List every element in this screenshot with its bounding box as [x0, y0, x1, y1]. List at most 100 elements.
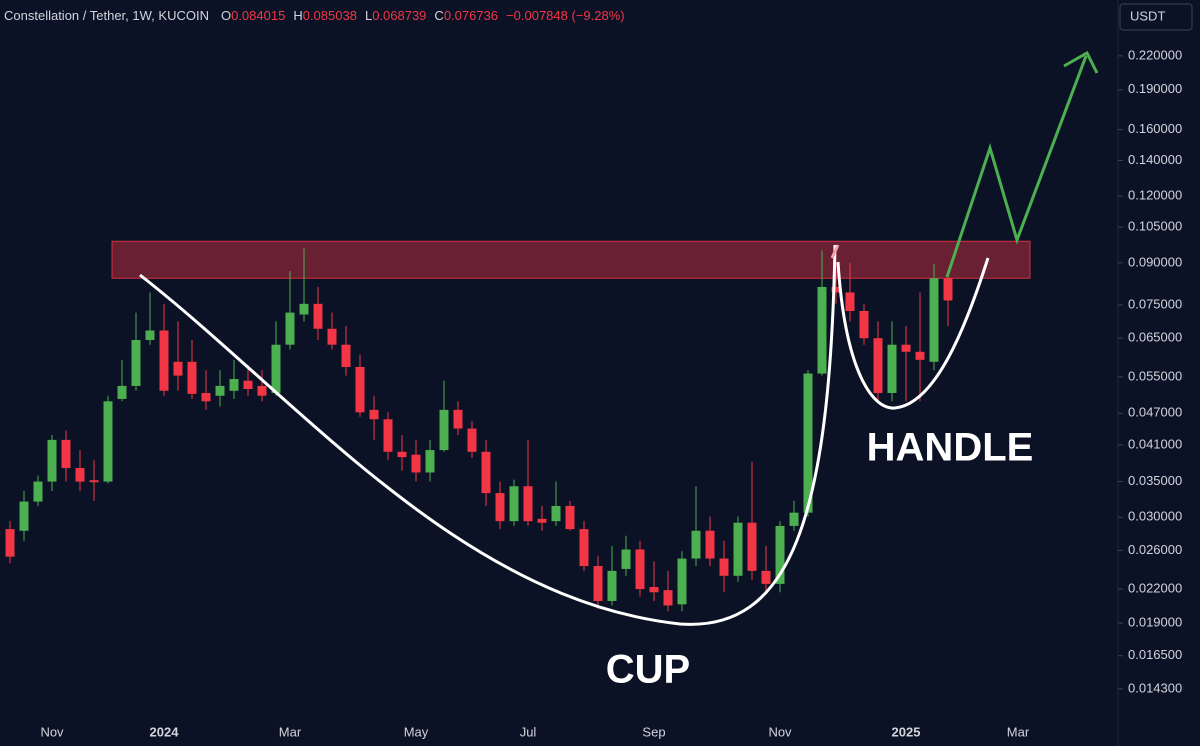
- candle-body: [803, 373, 813, 513]
- candle-body: [89, 480, 99, 483]
- x-tick-label: Nov: [40, 724, 64, 739]
- candle-body: [523, 486, 533, 522]
- candle-body: [75, 468, 85, 482]
- candle-body: [453, 409, 463, 429]
- candle-body: [691, 530, 701, 559]
- candle-body: [593, 566, 603, 601]
- currency-box[interactable]: [1119, 3, 1193, 31]
- ohlc-label: O: [221, 8, 231, 23]
- candle-body: [19, 501, 29, 531]
- x-tick-label: Sep: [642, 724, 665, 739]
- x-tick-label: Jul: [520, 724, 537, 739]
- handle-start: [830, 244, 840, 259]
- ohlc-value: 0.076736: [444, 8, 498, 23]
- candle-body: [775, 525, 785, 584]
- candle-body: [929, 278, 939, 362]
- symbol-name: Constellation / Tether, 1W, KUCOIN: [4, 8, 209, 23]
- candle-body: [887, 344, 897, 394]
- y-tick-label: 0.019000: [1128, 614, 1182, 629]
- y-tick-label: 0.016500: [1128, 647, 1182, 662]
- ohlc-label: C: [434, 8, 443, 23]
- ohlc-value: 0.085038: [303, 8, 357, 23]
- y-tick-label: 0.041000: [1128, 436, 1182, 451]
- candle-body: [649, 586, 659, 593]
- candle-body: [495, 493, 505, 522]
- candle-body: [411, 454, 421, 473]
- candle-body: [61, 439, 71, 469]
- change: −0.007848 (−9.28%): [506, 8, 625, 23]
- candle-body: [229, 379, 239, 391]
- candle-body: [299, 303, 309, 315]
- candle-body: [47, 439, 57, 482]
- y-tick-label: 0.026000: [1128, 542, 1182, 557]
- currency[interactable]: USDT: [1130, 8, 1165, 23]
- candle-body: [397, 451, 407, 458]
- candle-body: [215, 385, 225, 396]
- y-tick-label: 0.014300: [1128, 680, 1182, 695]
- candle-body: [5, 529, 15, 557]
- resistance-zone: [111, 240, 1031, 279]
- symbol: Constellation / Tether, 1W, KUCOIN O0.084…: [4, 8, 625, 23]
- candle-body: [635, 549, 645, 590]
- candle-body: [201, 393, 211, 402]
- candle-body: [467, 428, 477, 452]
- candle-body: [621, 549, 631, 569]
- candle-body: [159, 330, 169, 391]
- candle-body: [901, 344, 911, 352]
- candle-body: [285, 312, 295, 345]
- candle-body: [243, 380, 253, 389]
- x-tick-label: Mar: [279, 724, 302, 739]
- y-tick-label: 0.220000: [1128, 47, 1182, 62]
- y-tick-label: 0.140000: [1128, 152, 1182, 167]
- ohlc-value: 0.084015: [231, 8, 285, 23]
- candle-body: [425, 450, 435, 473]
- y-tick-label: 0.190000: [1128, 81, 1182, 96]
- candle-body: [677, 558, 687, 605]
- candle-body: [663, 590, 673, 606]
- y-tick-label: 0.022000: [1128, 581, 1182, 596]
- candle-body: [341, 344, 351, 367]
- candle-body: [187, 361, 197, 394]
- candle-body: [271, 344, 281, 394]
- ohlc-value: 0.068739: [372, 8, 426, 23]
- x-tick-label: 2025: [892, 724, 921, 739]
- candle-body: [565, 505, 575, 530]
- ohlc-label: L: [365, 8, 372, 23]
- y-tick-label: 0.047000: [1128, 405, 1182, 420]
- candle-body: [873, 338, 883, 394]
- y-tick-label: 0.055000: [1128, 368, 1182, 383]
- candle-body: [327, 328, 337, 345]
- candle-body: [537, 518, 547, 523]
- candle-body: [733, 522, 743, 576]
- y-tick-label: 0.090000: [1128, 254, 1182, 269]
- ohlc-label: H: [293, 8, 302, 23]
- candle-body: [943, 278, 953, 301]
- candle-body: [789, 512, 799, 526]
- candle-body: [173, 361, 183, 376]
- x-tick-label: 2024: [150, 724, 180, 739]
- candle-body: [439, 409, 449, 451]
- y-tick-label: 0.030000: [1128, 509, 1182, 524]
- candle-body: [817, 286, 827, 374]
- candle-body: [705, 530, 715, 559]
- candle-body: [859, 311, 869, 339]
- candle-body: [355, 366, 365, 413]
- y-tick-label: 0.120000: [1128, 188, 1182, 203]
- x-tick-label: May: [404, 724, 429, 739]
- candle-body: [747, 522, 757, 571]
- candle-body: [145, 330, 155, 340]
- candle-body: [313, 303, 323, 329]
- candle-body: [719, 558, 729, 576]
- candle-body: [579, 529, 589, 567]
- candle-body: [131, 339, 141, 386]
- candle-body: [369, 409, 379, 420]
- candle-body: [257, 385, 267, 396]
- handle-curve: [836, 257, 990, 410]
- candle-body: [915, 351, 925, 360]
- candle-body: [831, 286, 841, 293]
- candle-body: [481, 451, 491, 494]
- x-tick-label: Nov: [768, 724, 792, 739]
